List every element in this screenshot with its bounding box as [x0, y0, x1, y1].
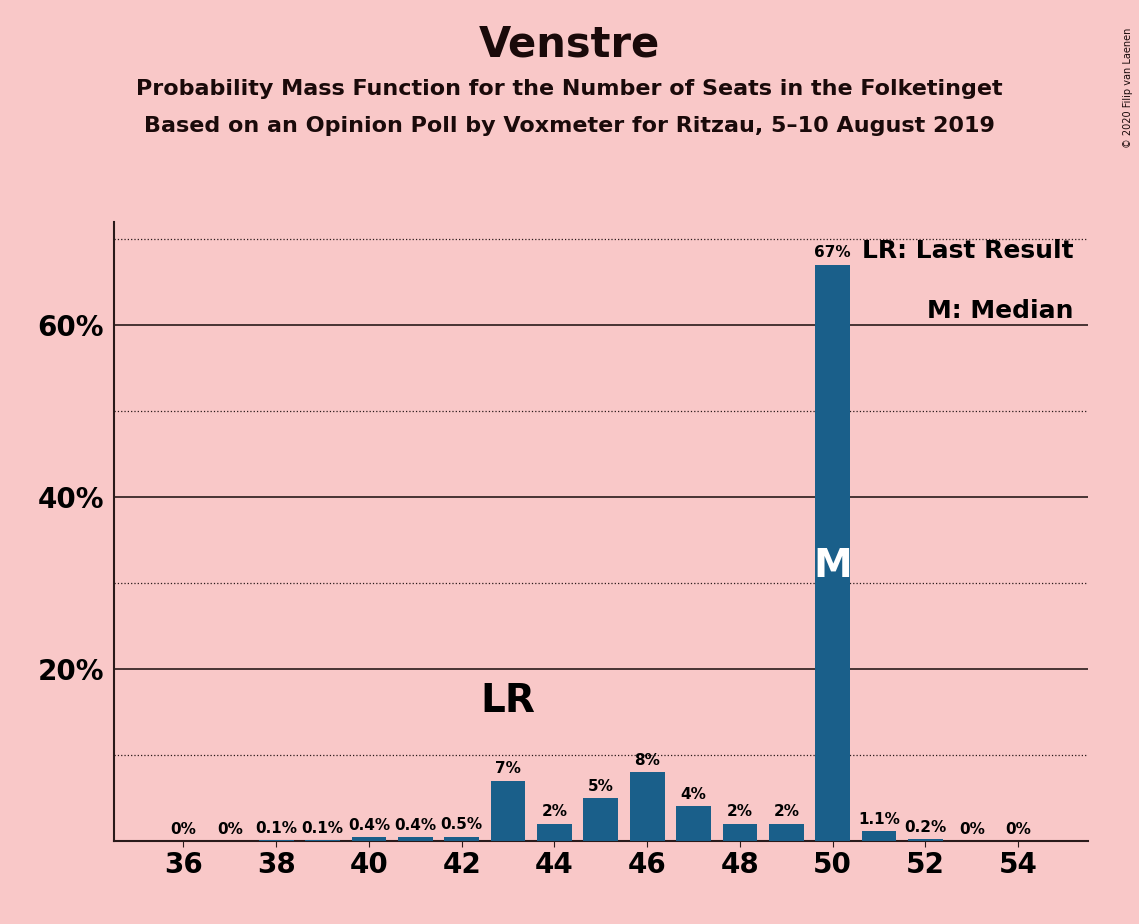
Text: Based on an Opinion Poll by Voxmeter for Ritzau, 5–10 August 2019: Based on an Opinion Poll by Voxmeter for…: [144, 116, 995, 136]
Bar: [816, 265, 850, 841]
Text: M: M: [813, 547, 852, 585]
Text: © 2020 Filip van Laenen: © 2020 Filip van Laenen: [1123, 28, 1133, 148]
Text: 1.1%: 1.1%: [858, 812, 900, 827]
Text: 67%: 67%: [814, 246, 851, 261]
Text: 0%: 0%: [171, 822, 196, 837]
Bar: [398, 837, 433, 841]
Text: M: Median: M: Median: [927, 299, 1074, 323]
Text: Venstre: Venstre: [478, 23, 661, 65]
Text: 0%: 0%: [216, 822, 243, 837]
Text: 0.2%: 0.2%: [904, 820, 947, 834]
Bar: [722, 823, 757, 841]
Text: 0%: 0%: [959, 822, 985, 837]
Text: 4%: 4%: [681, 787, 706, 802]
Bar: [908, 839, 943, 841]
Bar: [491, 781, 525, 841]
Bar: [352, 837, 386, 841]
Text: 2%: 2%: [727, 805, 753, 820]
Text: 0.4%: 0.4%: [347, 818, 390, 833]
Text: 0.5%: 0.5%: [441, 817, 483, 833]
Bar: [677, 807, 711, 841]
Text: 2%: 2%: [773, 805, 800, 820]
Bar: [444, 836, 480, 841]
Bar: [538, 823, 572, 841]
Bar: [630, 772, 664, 841]
Text: 5%: 5%: [588, 779, 614, 794]
Text: 0.1%: 0.1%: [302, 821, 344, 835]
Text: 0.4%: 0.4%: [394, 818, 436, 833]
Text: 0.1%: 0.1%: [255, 821, 297, 835]
Text: 8%: 8%: [634, 753, 661, 768]
Bar: [862, 832, 896, 841]
Bar: [583, 797, 618, 841]
Text: 0%: 0%: [1006, 822, 1031, 837]
Text: LR: LR: [481, 683, 535, 721]
Text: LR: Last Result: LR: Last Result: [862, 239, 1074, 263]
Text: 7%: 7%: [495, 761, 521, 776]
Text: Probability Mass Function for the Number of Seats in the Folketinget: Probability Mass Function for the Number…: [137, 79, 1002, 99]
Bar: [769, 823, 804, 841]
Text: 2%: 2%: [541, 805, 567, 820]
